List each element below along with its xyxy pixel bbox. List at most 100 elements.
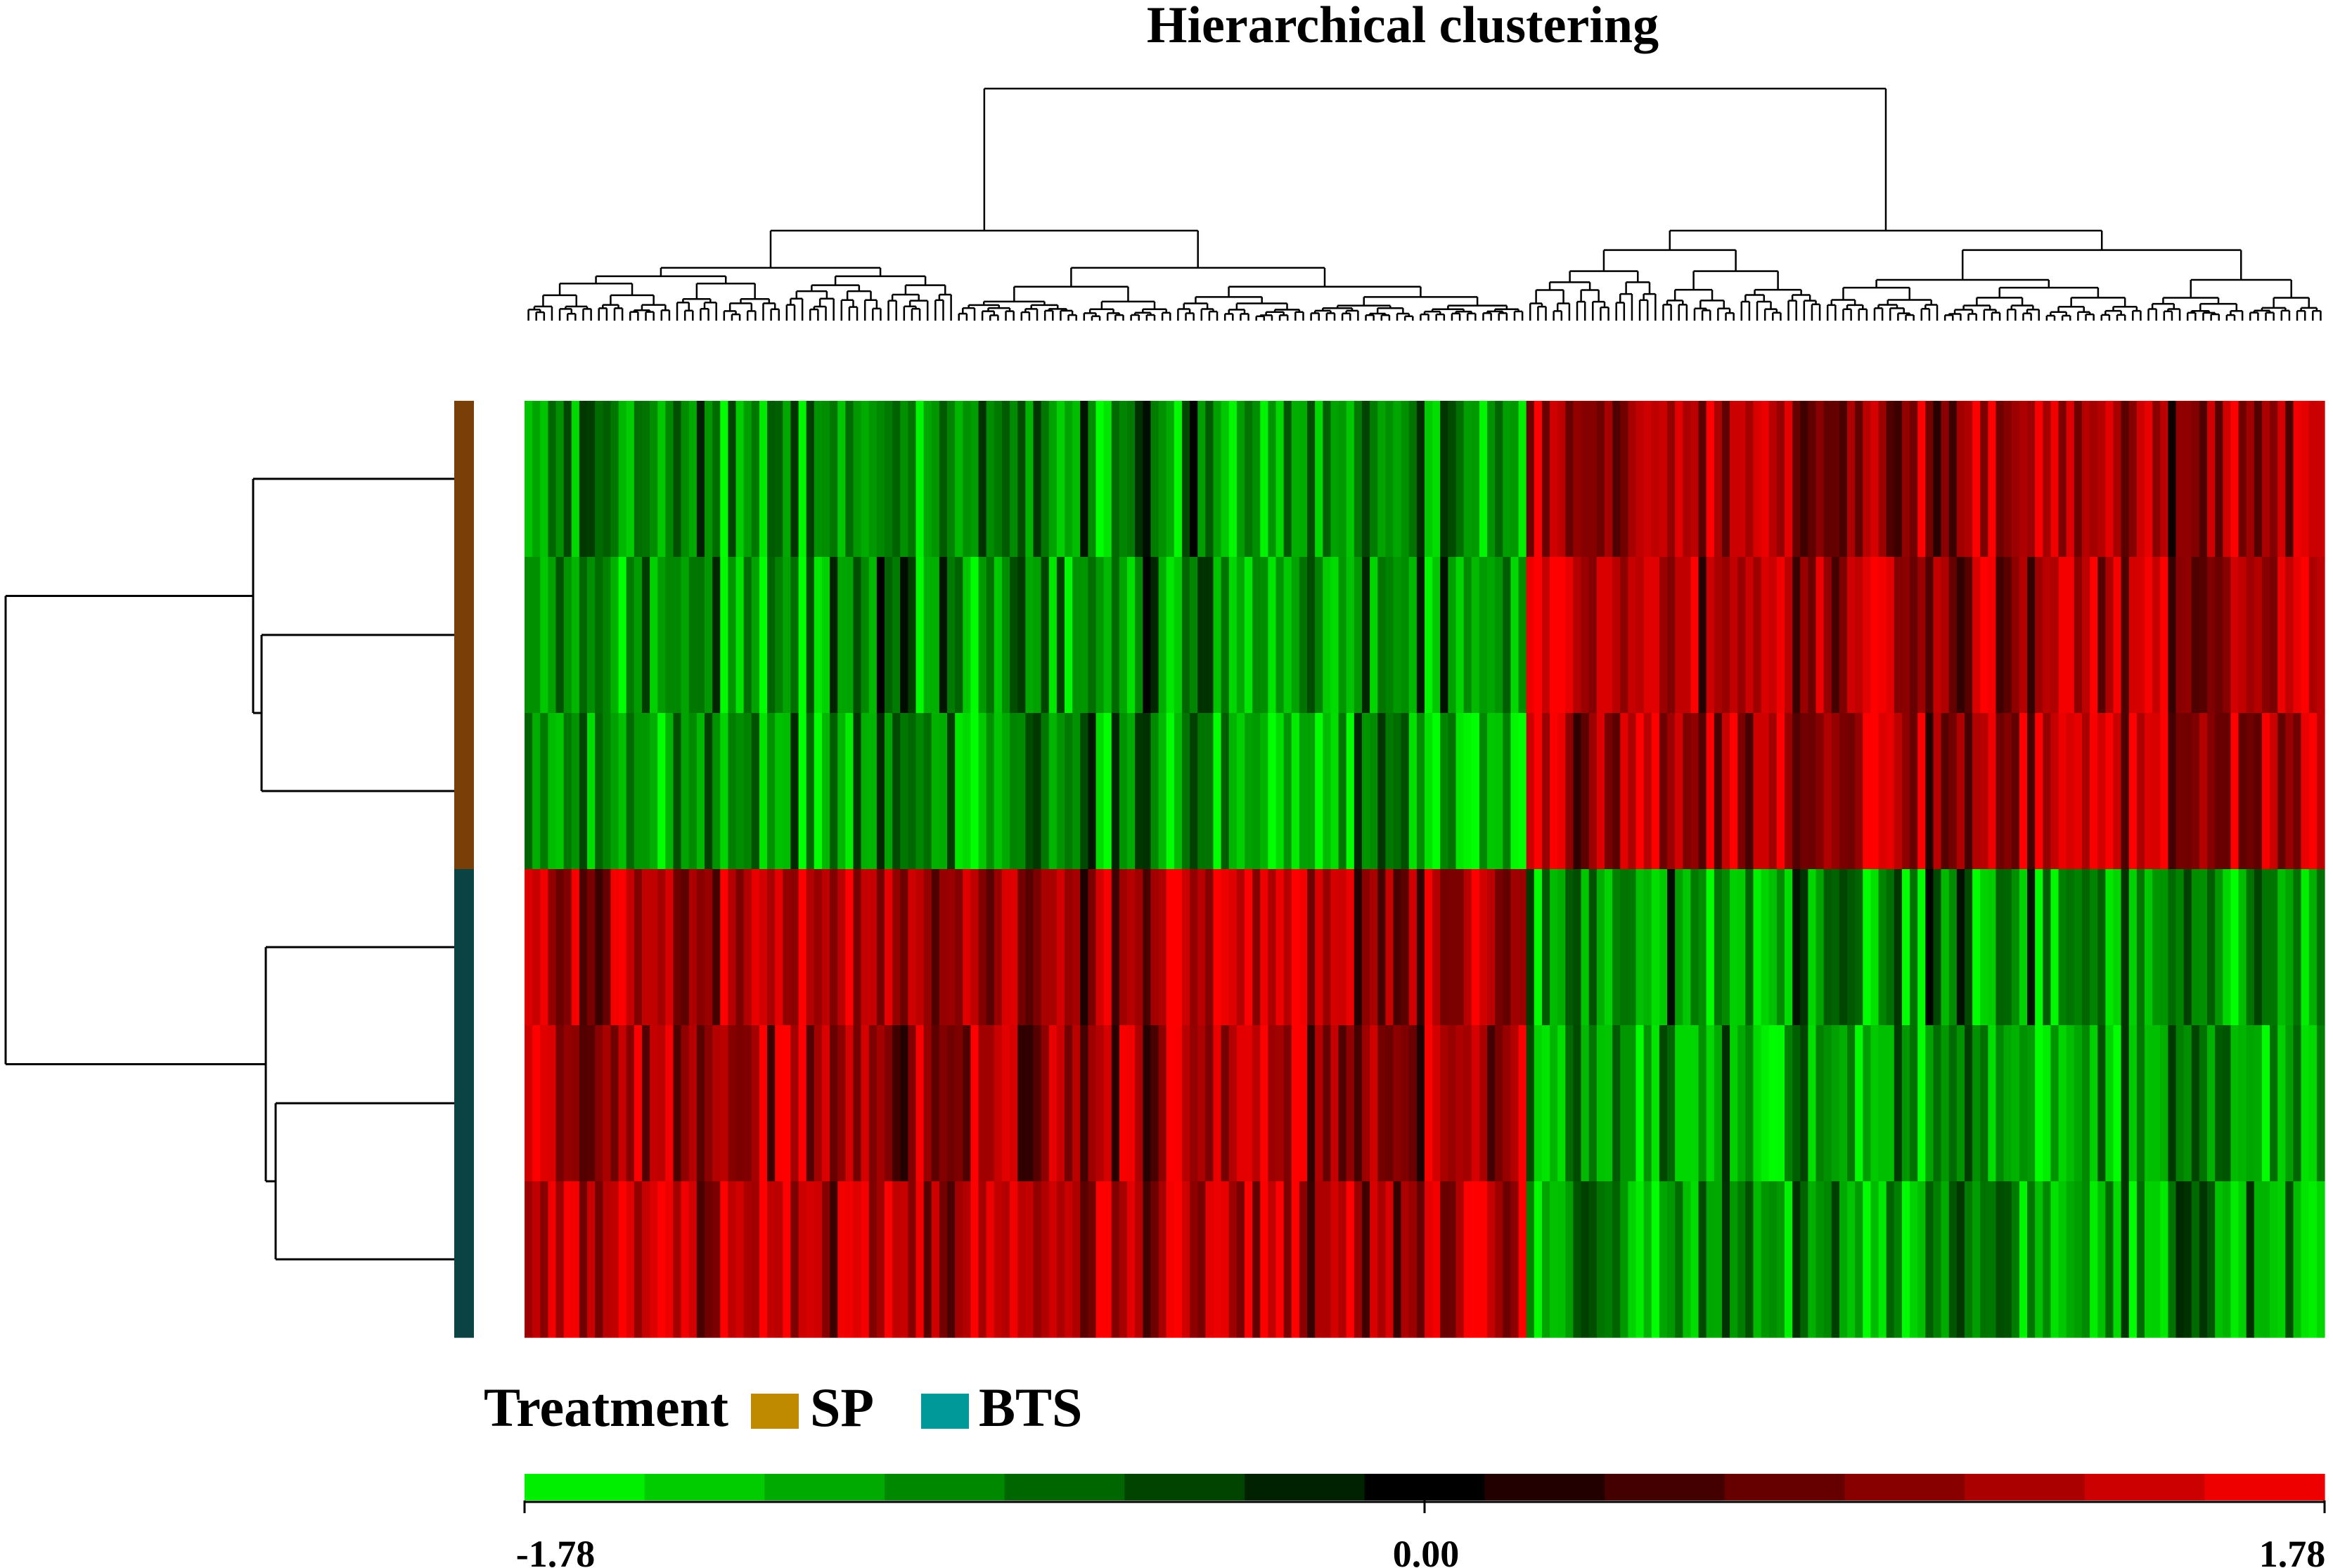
heatmap-cell	[1150, 401, 1159, 558]
heatmap-cell	[1730, 713, 1738, 870]
heatmap-cell	[2301, 557, 2310, 714]
heatmap-cell	[1354, 557, 1363, 714]
heatmap-cell	[1033, 1025, 1042, 1182]
heatmap-cell	[1698, 869, 1707, 1026]
heatmap-cell	[1800, 713, 1808, 870]
heatmap-cell	[1635, 713, 1645, 870]
heatmap-cell	[555, 1181, 565, 1338]
heatmap-cell	[1425, 869, 1433, 1026]
heatmap-cell	[1495, 557, 1503, 714]
heatmap-cell	[986, 869, 995, 1026]
heatmap-cell	[1541, 557, 1550, 714]
heatmap-cell	[861, 1181, 870, 1338]
heatmap-cell	[2246, 713, 2255, 870]
heatmap-cell	[1056, 869, 1065, 1026]
heatmap-cell	[1745, 1025, 1754, 1182]
heatmap-cell	[2207, 557, 2216, 714]
heatmap-cell	[2301, 401, 2310, 558]
heatmap-cell	[1831, 401, 1840, 558]
heatmap-cell	[1878, 1025, 1887, 1182]
heatmap-cell	[2238, 1181, 2247, 1338]
heatmap-cell	[2199, 713, 2208, 870]
heatmap-cell	[1706, 557, 1715, 714]
heatmap-cell	[1143, 401, 1152, 558]
heatmap-cell	[665, 401, 674, 558]
heatmap-cell	[1863, 1181, 1872, 1338]
heatmap-cell	[2152, 1025, 2161, 1182]
heatmap-cell	[603, 1181, 612, 1338]
heatmap-cell	[2207, 401, 2216, 558]
heatmap-cell	[1526, 401, 1535, 558]
heatmap-cell	[1831, 869, 1840, 1026]
heatmap-cell	[634, 1025, 643, 1182]
heatmap-cell	[2215, 713, 2223, 870]
colorbar-segment	[764, 1474, 885, 1500]
heatmap-cell	[861, 713, 870, 870]
heatmap-cell	[1706, 1025, 1715, 1182]
heatmap-cell	[1213, 869, 1222, 1026]
heatmap-cell	[1863, 869, 1872, 1026]
heatmap-cell	[2027, 713, 2036, 870]
heatmap-cell	[1605, 401, 1613, 558]
heatmap-cell	[908, 869, 917, 1026]
heatmap-cell	[641, 713, 650, 870]
heatmap-cell	[1714, 1181, 1723, 1338]
heatmap-cell	[1643, 1181, 1652, 1338]
heatmap-cell	[1010, 1181, 1018, 1338]
heatmap-cell	[1260, 1025, 1268, 1182]
colorbar-segment	[2204, 1474, 2325, 1500]
heatmap-cell	[1377, 1181, 1386, 1338]
heatmap-cell	[1972, 1025, 1981, 1182]
heatmap-cell	[830, 1181, 838, 1338]
heatmap-cell	[1166, 1181, 1175, 1338]
heatmap-cell	[2223, 1181, 2232, 1338]
heatmap-cell	[1103, 401, 1112, 558]
heatmap-cell	[1690, 1025, 1699, 1182]
colorbar-segment	[1965, 1474, 2085, 1500]
heatmap-cell	[1612, 401, 1621, 558]
heatmap-cell	[1150, 1181, 1159, 1338]
heatmap-cell	[696, 1181, 705, 1338]
heatmap-cell	[1823, 713, 1832, 870]
heatmap-cell	[735, 869, 745, 1026]
heatmap-cell	[2277, 1181, 2286, 1338]
heatmap-cell	[970, 713, 979, 870]
heatmap-cell	[1065, 713, 1073, 870]
heatmap-cell	[665, 1181, 674, 1338]
heatmap-cell	[1667, 869, 1676, 1026]
heatmap-cell	[2043, 557, 2052, 714]
heatmap-cell	[1792, 1025, 1801, 1182]
heatmap-cell	[571, 713, 580, 870]
heatmap-cell	[1463, 1181, 1472, 1338]
heatmap-cell	[1628, 557, 1637, 714]
heatmap-cell	[2128, 1181, 2138, 1338]
heatmap-cell	[2128, 401, 2138, 558]
heatmap-cell	[1557, 1025, 1566, 1182]
heatmap-cell	[1072, 401, 1081, 558]
heatmap-cell	[1612, 557, 1621, 714]
heatmap-cell	[618, 1181, 627, 1338]
heatmap-cell	[923, 1181, 932, 1338]
heatmap-cell	[1815, 869, 1825, 1026]
heatmap-cell	[2261, 1181, 2270, 1338]
heatmap-cell	[1886, 557, 1895, 714]
heatmap-cell	[1448, 1181, 1457, 1338]
heatmap-cell	[1721, 401, 1730, 558]
heatmap-cell	[1448, 869, 1457, 1026]
heatmap-cell	[2223, 557, 2232, 714]
heatmap-cell	[618, 1025, 627, 1182]
heatmap-cell	[915, 401, 925, 558]
heatmap-cell	[830, 401, 838, 558]
heatmap-cell	[548, 869, 557, 1026]
heatmap-cell	[2270, 713, 2278, 870]
heatmap-cell	[853, 401, 862, 558]
heatmap-cell	[1988, 557, 1997, 714]
heatmap-cell	[1072, 557, 1081, 714]
heatmap-cell	[1268, 1181, 1277, 1338]
heatmap-cell	[1440, 1181, 1448, 1338]
heatmap-cell	[2246, 869, 2255, 1026]
heatmap-cell	[705, 869, 713, 1026]
heatmap-cell	[548, 401, 557, 558]
heatmap-cell	[1510, 401, 1519, 558]
heatmap-cell	[1299, 1181, 1308, 1338]
